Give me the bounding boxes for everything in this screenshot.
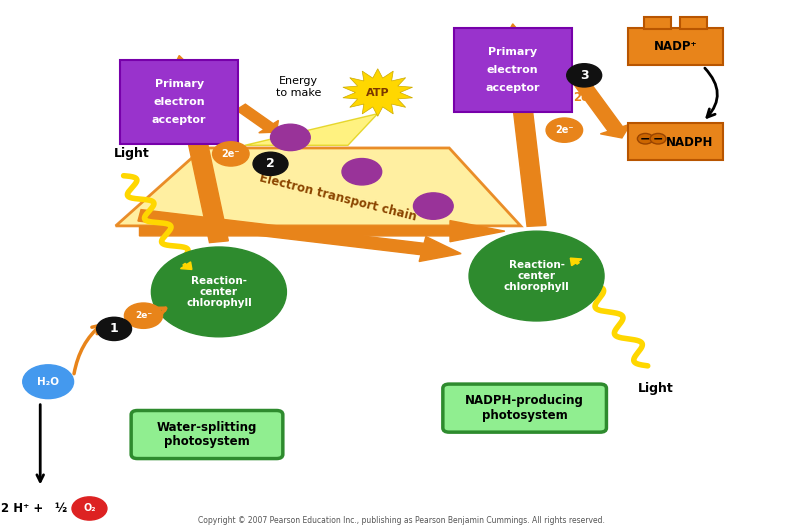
Circle shape	[253, 152, 288, 175]
Text: 2e⁻: 2e⁻	[555, 125, 574, 135]
Polygon shape	[571, 76, 630, 138]
Text: Primary: Primary	[488, 47, 538, 57]
Text: center: center	[200, 287, 238, 297]
Text: 3: 3	[580, 69, 589, 82]
Polygon shape	[236, 104, 278, 133]
Circle shape	[270, 124, 310, 151]
Text: NADP⁺: NADP⁺	[654, 40, 698, 53]
Circle shape	[566, 64, 602, 87]
FancyBboxPatch shape	[643, 17, 671, 29]
Polygon shape	[139, 220, 505, 242]
Text: Copyright © 2007 Pearson Education Inc., publishing as Pearson Benjamin Cummings: Copyright © 2007 Pearson Education Inc.,…	[198, 516, 605, 525]
Text: acceptor: acceptor	[486, 83, 540, 93]
FancyBboxPatch shape	[131, 410, 283, 459]
Circle shape	[72, 497, 107, 520]
Text: Primary: Primary	[154, 79, 204, 89]
Polygon shape	[245, 114, 378, 145]
Text: chlorophyll: chlorophyll	[504, 282, 570, 292]
Text: Reaction-: Reaction-	[509, 260, 565, 270]
Text: Water-splitting: Water-splitting	[157, 421, 257, 434]
Polygon shape	[165, 56, 228, 243]
Text: photosystem: photosystem	[164, 435, 250, 448]
Text: Reaction-: Reaction-	[191, 276, 247, 286]
Polygon shape	[570, 258, 582, 266]
Polygon shape	[343, 68, 413, 116]
Circle shape	[469, 231, 604, 321]
Text: 2e⁻: 2e⁻	[222, 149, 240, 159]
Polygon shape	[116, 148, 521, 226]
Circle shape	[22, 365, 74, 399]
FancyBboxPatch shape	[628, 123, 722, 160]
Text: Energy
to make: Energy to make	[276, 76, 321, 98]
FancyBboxPatch shape	[680, 17, 707, 29]
Polygon shape	[181, 262, 192, 269]
Circle shape	[342, 159, 382, 185]
Text: chlorophyll: chlorophyll	[186, 298, 252, 308]
Polygon shape	[138, 210, 461, 261]
Circle shape	[414, 193, 453, 219]
Text: Light: Light	[114, 147, 150, 160]
Text: NADPH-producing: NADPH-producing	[466, 395, 584, 407]
Text: NADPH: NADPH	[666, 136, 714, 149]
FancyBboxPatch shape	[628, 28, 722, 64]
Text: 2e⁻: 2e⁻	[135, 311, 152, 320]
Circle shape	[151, 247, 286, 337]
Text: −: −	[640, 132, 650, 145]
Text: center: center	[518, 271, 555, 281]
Text: ATP: ATP	[366, 88, 390, 98]
Text: 2e⁻: 2e⁻	[573, 91, 595, 104]
Text: Light: Light	[638, 382, 674, 395]
Circle shape	[125, 303, 162, 328]
Text: ½: ½	[54, 502, 66, 515]
Text: 2 H⁺ +: 2 H⁺ +	[1, 502, 47, 515]
Text: Electron transport chain: Electron transport chain	[258, 172, 418, 224]
Circle shape	[638, 133, 654, 144]
Text: 1: 1	[110, 322, 118, 336]
Text: electron: electron	[154, 97, 205, 107]
Circle shape	[213, 142, 249, 166]
Text: −: −	[653, 132, 663, 145]
Text: acceptor: acceptor	[152, 115, 206, 125]
Text: photosystem: photosystem	[482, 409, 567, 422]
Text: electron: electron	[487, 65, 538, 75]
Text: H₂O: H₂O	[37, 376, 59, 387]
Polygon shape	[496, 24, 546, 226]
Text: O₂: O₂	[83, 503, 96, 513]
Circle shape	[97, 317, 131, 340]
Circle shape	[650, 133, 666, 144]
FancyBboxPatch shape	[120, 60, 238, 144]
Circle shape	[546, 118, 582, 142]
FancyBboxPatch shape	[454, 28, 572, 112]
FancyBboxPatch shape	[443, 384, 606, 432]
Text: 2: 2	[266, 157, 275, 170]
